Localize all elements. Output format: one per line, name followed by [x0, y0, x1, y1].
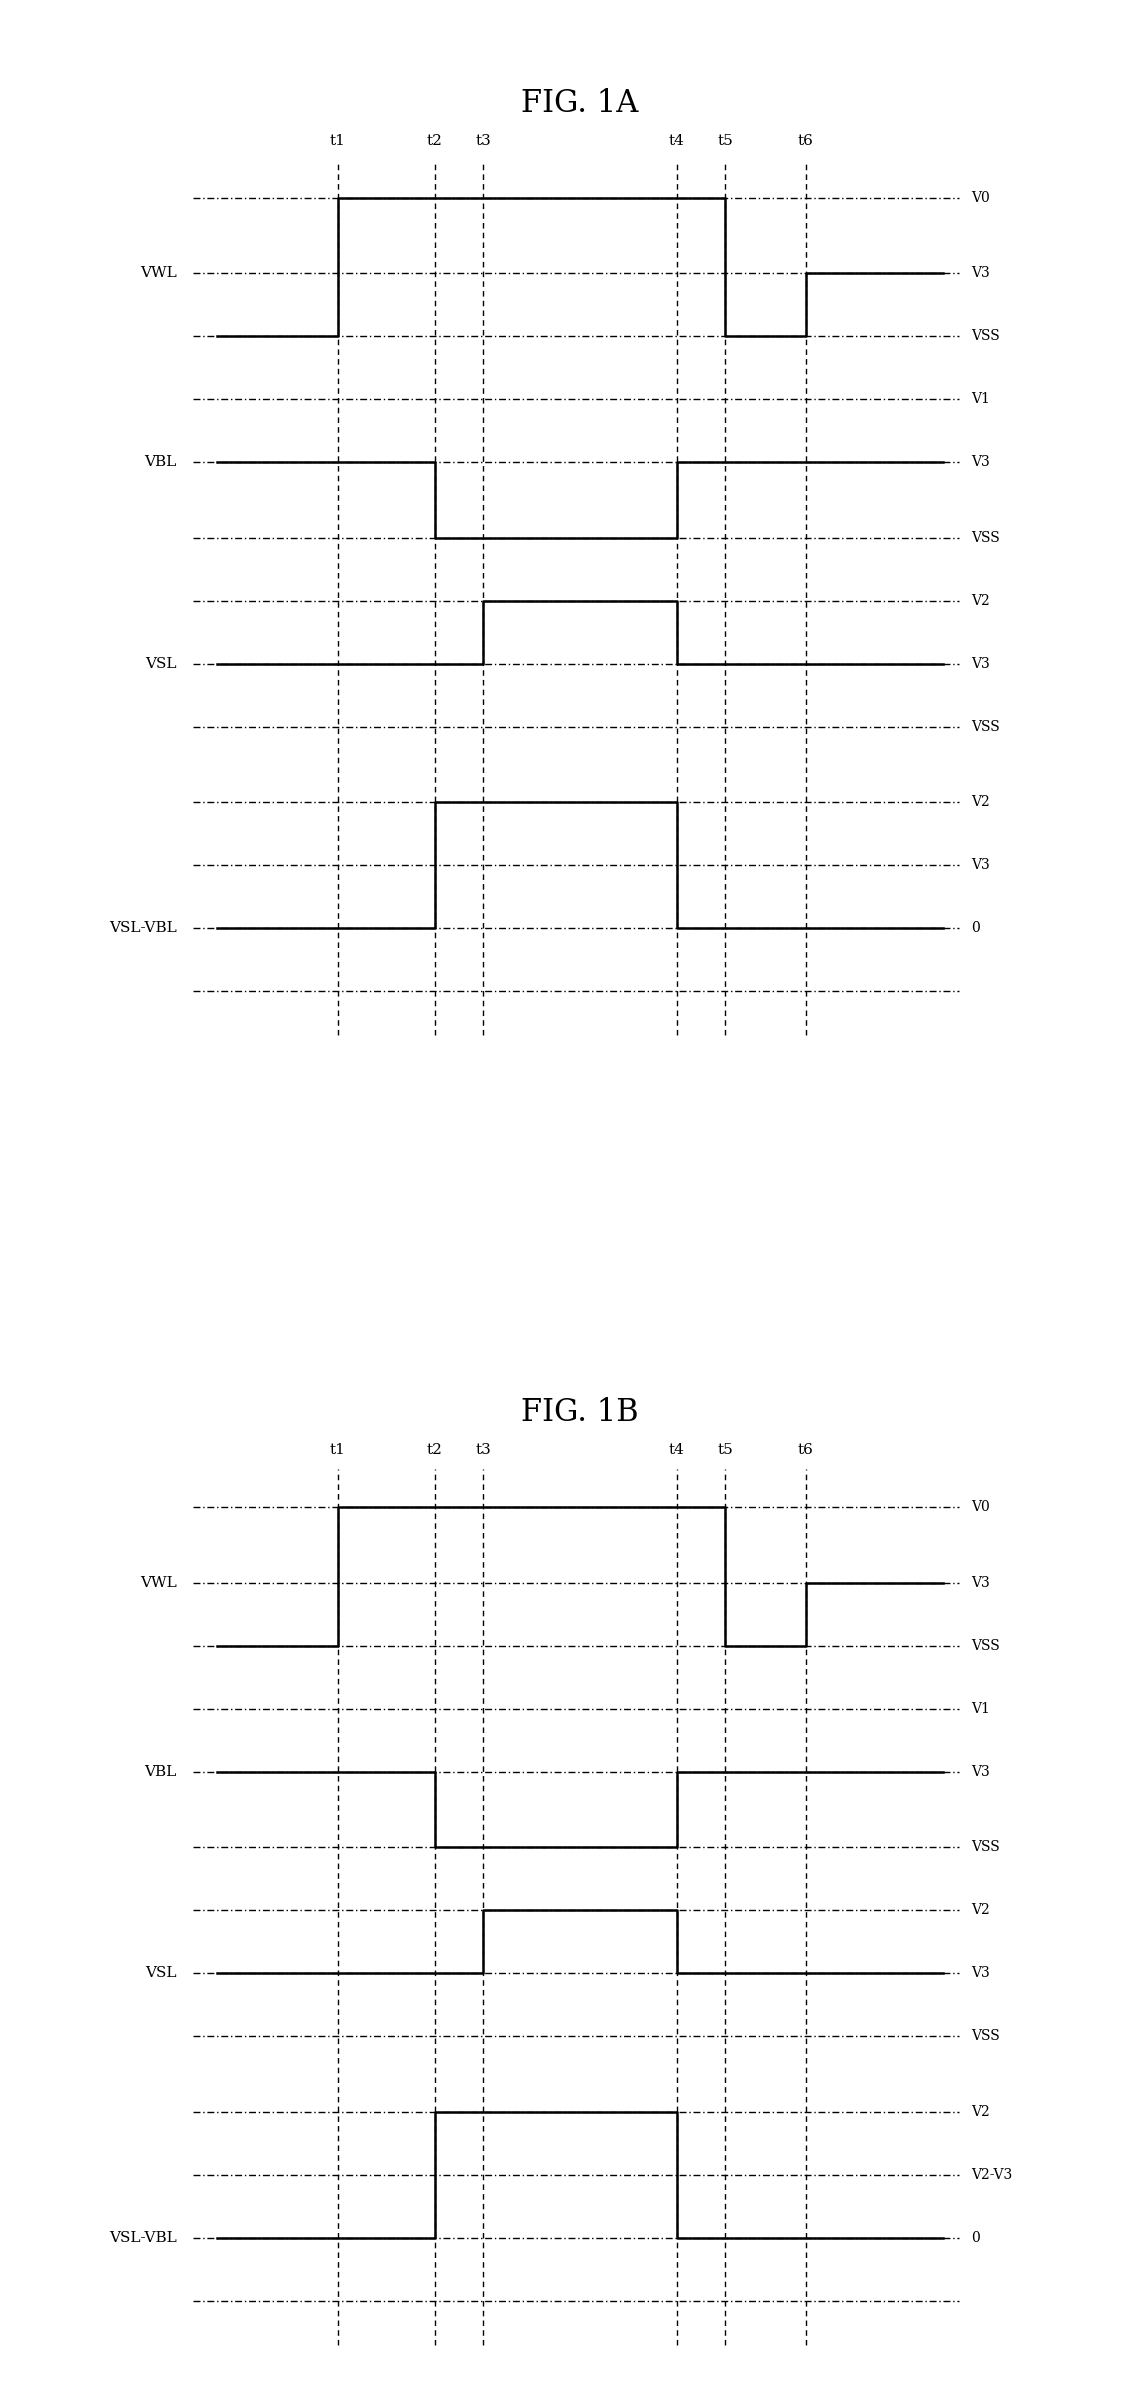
Text: V2: V2: [971, 796, 989, 808]
Text: FIG. 1B: FIG. 1B: [521, 1396, 639, 1427]
Text: VSL-VBL: VSL-VBL: [109, 921, 176, 936]
Text: VSL-VBL: VSL-VBL: [109, 2231, 176, 2245]
Text: FIG. 1A: FIG. 1A: [521, 89, 639, 120]
Text: V3: V3: [971, 1766, 989, 1778]
Text: t1: t1: [330, 134, 346, 149]
Text: t2: t2: [426, 134, 442, 149]
Text: t5: t5: [717, 1442, 733, 1456]
Text: t3: t3: [475, 1442, 491, 1456]
Text: VSS: VSS: [971, 329, 999, 343]
Text: V0: V0: [971, 192, 989, 204]
Text: V2: V2: [971, 595, 989, 607]
Text: VSS: VSS: [971, 2030, 999, 2044]
Text: 0: 0: [971, 2231, 980, 2245]
Text: VSL: VSL: [146, 657, 176, 672]
Text: V0: V0: [971, 1499, 989, 1514]
Text: VBL: VBL: [144, 456, 176, 470]
Text: VSS: VSS: [971, 1639, 999, 1653]
Text: V3: V3: [971, 859, 989, 873]
Text: V2: V2: [971, 2104, 989, 2118]
Text: VSS: VSS: [971, 720, 999, 734]
Text: t1: t1: [330, 1442, 346, 1456]
Text: 0: 0: [971, 921, 980, 936]
Text: t3: t3: [475, 134, 491, 149]
Text: V3: V3: [971, 657, 989, 672]
Text: VSS: VSS: [971, 1840, 999, 1854]
Text: t6: t6: [798, 134, 814, 149]
Text: t6: t6: [798, 1442, 814, 1456]
Text: V2: V2: [971, 1902, 989, 1917]
Text: V1: V1: [971, 393, 990, 405]
Text: V1: V1: [971, 1701, 990, 1715]
Text: t2: t2: [426, 1442, 442, 1456]
Text: t5: t5: [717, 134, 733, 149]
Text: VSS: VSS: [971, 530, 999, 545]
Text: VWL: VWL: [140, 1576, 176, 1591]
Text: V2-V3: V2-V3: [971, 2169, 1012, 2181]
Text: t4: t4: [669, 134, 684, 149]
Text: V3: V3: [971, 1576, 989, 1591]
Text: VWL: VWL: [140, 266, 176, 281]
Text: VSL: VSL: [146, 1967, 176, 1979]
Text: V3: V3: [971, 456, 989, 470]
Text: V3: V3: [971, 266, 989, 281]
Text: t4: t4: [669, 1442, 684, 1456]
Text: VBL: VBL: [144, 1766, 176, 1778]
Text: V3: V3: [971, 1967, 989, 1979]
